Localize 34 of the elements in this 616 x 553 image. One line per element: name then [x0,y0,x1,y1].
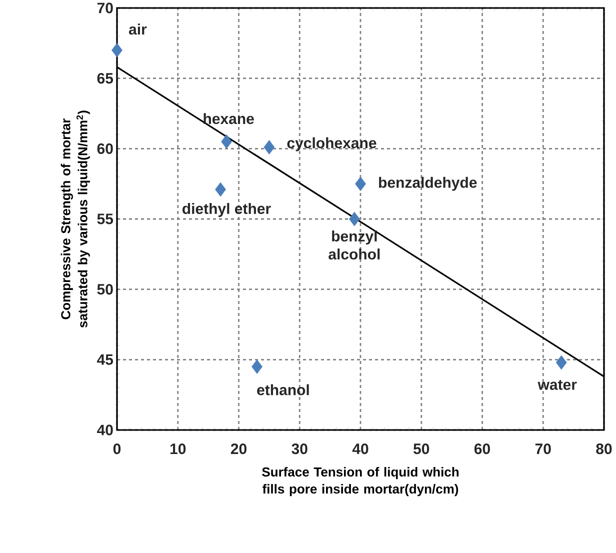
point [556,355,567,370]
annotation: water [538,380,577,390]
annotation: ethanol [257,384,309,396]
point [112,42,122,58]
x-tick-label: 50 [413,444,430,454]
annotation: air [128,24,147,35]
x-tick-label: 60 [474,444,490,454]
x-tick-label: 10 [170,444,186,454]
y-tick-label: 45 [97,354,114,365]
x-tick-label: 40 [352,444,368,454]
annotation: benzyl alcohol [328,230,380,260]
annotation: cyclohexane [287,137,376,152]
annotation: diethyl ether [182,202,271,217]
annotation: hexane [204,113,254,124]
point [264,140,275,154]
y-tick-label: 60 [97,143,113,154]
point [215,182,226,197]
x-tick-label: 80 [596,444,612,454]
x-tick-label: 30 [292,444,308,454]
y-tick-label: 55 [97,214,114,224]
annotation: benzaldehyde [379,176,477,191]
point [252,359,262,374]
x-tick-label: 0 [113,444,121,454]
y-tick-label: 70 [97,2,113,14]
y-tick-label: 50 [97,284,113,295]
x-tick-label: 70 [535,444,551,454]
y-tick-label: 40 [97,424,113,436]
x-tick-label: 20 [230,444,246,454]
point [221,134,232,149]
y-axis-title: Compressive Strength of mortar saturated by various liquid(N/mm$^{2}$) [60,110,90,328]
point [355,176,366,192]
point [348,212,360,226]
y-tick-label: 65 [97,73,114,84]
x-axis-title: Surface Tension of liquid which fills pore inside mortar(dyn/cm) [262,467,459,496]
